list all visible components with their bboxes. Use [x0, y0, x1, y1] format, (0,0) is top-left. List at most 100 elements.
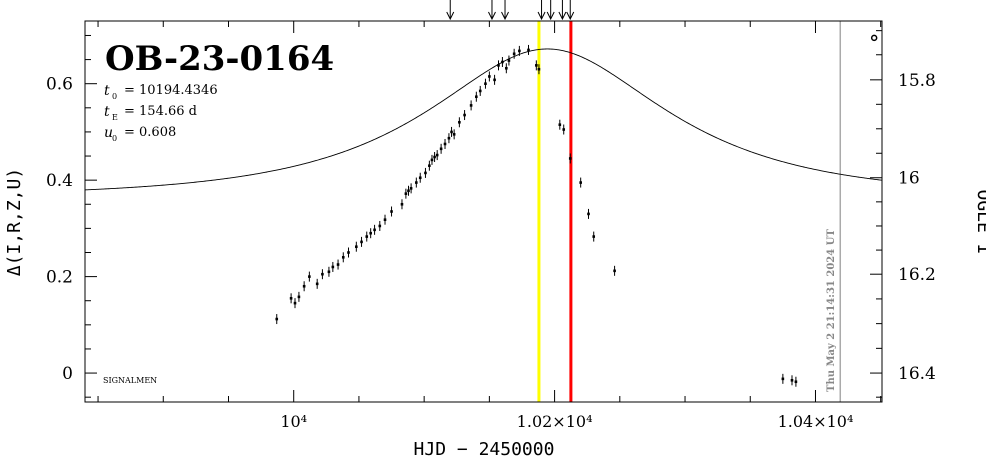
data-point-52	[535, 60, 538, 71]
point-marker	[794, 380, 798, 384]
point-marker	[331, 265, 335, 269]
point-marker	[505, 66, 508, 70]
data-point-5	[308, 271, 311, 282]
point-marker	[400, 202, 404, 206]
point-marker	[613, 269, 616, 273]
data-point-46	[501, 56, 504, 67]
point-marker	[452, 133, 456, 136]
timestamp-label: Thu May 2 21:14:31 2024 UT	[826, 229, 837, 392]
arrow-head	[537, 11, 546, 21]
data-point-58	[587, 208, 590, 219]
point-marker	[297, 295, 301, 299]
frame-layer: 10⁴ 1.02×10⁴ 1.04×10⁴ 0 0.2 0.4 0.6 16.4 16.2 16 1…	[46, 0, 936, 431]
point-marker	[289, 297, 293, 300]
point-marker	[315, 282, 319, 286]
x-tick-label-1: 1.02×10⁴	[517, 412, 593, 431]
arrow-head	[546, 11, 555, 21]
data-point-57	[579, 177, 582, 188]
data-point-31	[435, 150, 439, 161]
point-marker	[592, 235, 596, 238]
point-marker	[484, 82, 487, 85]
point-marker	[355, 245, 358, 249]
x-tick-label-2: 1.04×10⁴	[778, 412, 854, 431]
data-point-50	[518, 45, 521, 56]
y-right-tick-label-0: 16.4	[898, 364, 936, 384]
param-tE-sub: E	[112, 113, 118, 122]
point-marker	[478, 89, 482, 93]
point-marker	[568, 157, 572, 160]
alert-arrow-2	[501, 0, 509, 21]
data-point-1	[289, 293, 293, 304]
y-right-tick-label-3: 15.8	[898, 71, 936, 91]
data-point-15	[365, 231, 369, 242]
point-marker	[443, 142, 447, 146]
point-marker	[418, 176, 422, 180]
data-point-62	[790, 375, 794, 386]
param-tE-value: = 154.66 d	[124, 104, 197, 119]
data-point-51	[527, 44, 530, 55]
data-point-6	[315, 278, 319, 289]
data-point-27	[424, 167, 427, 178]
point-marker	[327, 270, 331, 274]
point-marker	[321, 272, 324, 276]
parameter-block: t 0 = 10194.4346 t E = 154.66 d u 0 = 0.…	[104, 83, 218, 143]
data-point-36	[452, 129, 456, 140]
alert-arrow-1	[488, 0, 496, 21]
data-point-43	[488, 71, 491, 82]
point-marker	[512, 52, 516, 56]
point-marker	[579, 181, 582, 184]
signalmen-watermark: SIGNALMEN	[103, 376, 157, 385]
point-marker	[341, 256, 345, 259]
data-point-48	[507, 55, 511, 66]
param-u0-label: u	[104, 125, 113, 141]
data-point-56	[568, 153, 572, 164]
y-axis-label-left: Δ(I,R,Z,U)	[4, 168, 25, 276]
point-marker	[336, 263, 340, 266]
point-marker	[587, 212, 590, 216]
data-point-63	[794, 376, 798, 387]
data-point-4	[302, 281, 306, 292]
data-point-0	[275, 314, 279, 325]
data-point-21	[400, 199, 404, 210]
data-point-26	[418, 172, 422, 183]
data-point-10	[336, 259, 340, 270]
arrow-head	[501, 11, 509, 21]
param-t0-label: t	[104, 83, 110, 99]
data-point-59	[592, 231, 596, 242]
plot-layer	[85, 21, 882, 402]
data-point-17	[373, 224, 376, 235]
arrow-head	[566, 11, 575, 21]
point-marker	[302, 284, 306, 288]
data-point-25	[415, 177, 418, 188]
data-point-23	[407, 185, 410, 196]
data-point-33	[443, 138, 447, 149]
param-u0-sub: 0	[112, 134, 117, 143]
data-point-29	[430, 154, 434, 165]
data-point-40	[475, 91, 478, 102]
data-point-19	[383, 214, 387, 225]
x-axis-label: HJD − 2450000	[414, 439, 555, 459]
data-point-35	[450, 126, 453, 137]
data-point-18	[378, 220, 382, 231]
data-point-53	[537, 64, 541, 75]
point-marker	[404, 192, 408, 195]
param-tE-label: t	[104, 104, 110, 120]
point-marker	[458, 120, 461, 124]
y-left-tick-label-1: 0.2	[46, 268, 73, 288]
point-marker	[407, 189, 410, 193]
y-right-tick-label-1: 16.2	[898, 265, 936, 285]
y-axis-label-right: OGLE I	[973, 189, 986, 254]
arrow-head	[488, 11, 496, 21]
point-marker	[390, 210, 393, 213]
point-marker	[493, 78, 496, 82]
plot-frame	[84, 20, 883, 403]
point-marker	[527, 48, 530, 52]
alert-arrow-5	[558, 0, 567, 21]
point-marker	[378, 224, 382, 228]
point-marker	[558, 123, 562, 126]
point-marker	[415, 181, 418, 184]
data-point-54	[558, 119, 562, 130]
data-point-49	[512, 48, 516, 59]
point-marker	[488, 75, 491, 78]
